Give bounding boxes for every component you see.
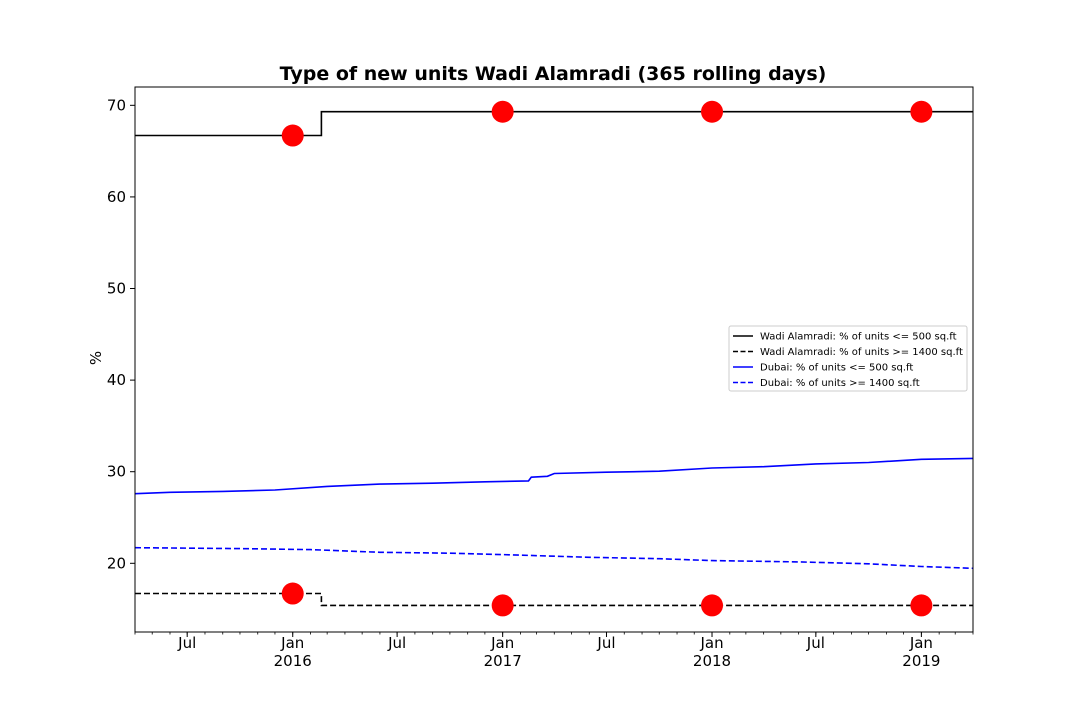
y-axis-label: %: [87, 351, 105, 365]
legend-entry: Dubai: % of units >= 1400 sq.ft: [760, 378, 920, 389]
data-point-marker: [281, 124, 304, 147]
x-tick-year-label: 2017: [484, 652, 522, 670]
data-point-marker: [281, 582, 304, 605]
x-tick-year-label: 2018: [693, 652, 731, 670]
x-tick-label: Jan: [909, 634, 933, 652]
y-tick-label: 40: [107, 371, 126, 389]
y-tick-label: 70: [107, 96, 126, 114]
legend-entry: Dubai: % of units <= 500 sq.ft: [760, 363, 913, 374]
y-tick-label: 20: [107, 554, 126, 572]
x-tick-label: Jan: [280, 634, 304, 652]
x-tick-label: Jul: [387, 634, 406, 652]
x-tick-label: Jul: [177, 634, 196, 652]
plot-frame: [134, 86, 974, 633]
x-tick-label: Jan: [490, 634, 514, 652]
y-tick-label: 50: [107, 280, 126, 298]
series-line-1: [135, 110, 973, 137]
data-point-marker: [910, 100, 933, 123]
series-line-2: [135, 592, 973, 607]
x-tick-year-label: 2019: [902, 652, 940, 670]
x-tick-label: Jul: [806, 634, 825, 652]
legend-entry: Wadi Alamradi: % of units >= 1400 sq.ft: [760, 347, 963, 358]
y-tick-label: 30: [107, 463, 126, 481]
data-point-marker: [491, 594, 514, 617]
data-point-marker: [701, 594, 724, 617]
x-tick-year-label: 2016: [274, 652, 312, 670]
y-tick-label: 60: [107, 188, 126, 206]
legend: Wadi Alamradi: % of units <= 500 sq.ft Wa…: [728, 325, 968, 392]
data-point-marker: [910, 594, 933, 617]
x-tick-label: Jan: [699, 634, 723, 652]
x-tick-label: Jul: [596, 634, 615, 652]
legend-box: [728, 325, 968, 392]
data-point-marker: [491, 100, 514, 123]
chart-title: Type of new units Wadi Alamradi (365 rol…: [280, 63, 827, 85]
data-point-marker: [701, 100, 724, 123]
series-line-3: [134, 457, 974, 495]
legend-entry: Wadi Alamradi: % of units <= 500 sq.ft: [760, 332, 957, 343]
series-line-4: [134, 546, 974, 570]
